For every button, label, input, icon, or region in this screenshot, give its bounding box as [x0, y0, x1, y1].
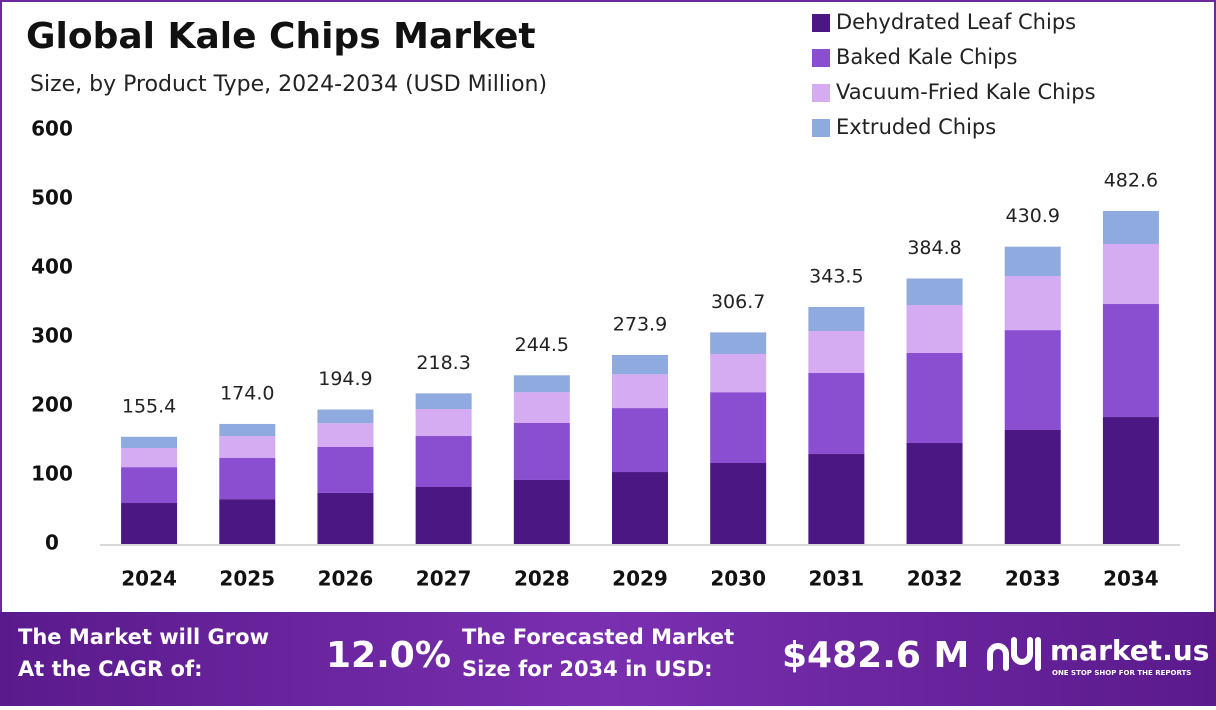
legend-label: Extruded Chips — [836, 115, 996, 139]
x-tick-label: 2026 — [318, 567, 374, 591]
bar-segment — [121, 467, 178, 504]
x-tick-label: 2029 — [612, 567, 668, 591]
bar-segment — [906, 278, 963, 305]
y-tick-label: 600 — [31, 117, 73, 141]
bar-segment — [1102, 417, 1159, 544]
bar-segment — [1004, 246, 1061, 277]
footer-text: The Forecasted Market — [462, 625, 734, 649]
x-tick-label: 2033 — [1005, 567, 1061, 591]
bar-segment — [1004, 276, 1061, 331]
bar-segment — [317, 423, 374, 447]
bar-segment — [808, 454, 865, 544]
bar-segment — [1004, 330, 1061, 431]
bar-segment — [808, 373, 865, 455]
x-tick-label: 2032 — [907, 567, 963, 591]
brand: market.us — [1050, 634, 1209, 667]
y-tick-label: 200 — [31, 393, 73, 417]
total-label: 174.0 — [220, 382, 274, 404]
bar-segment — [317, 446, 374, 493]
total-label: 244.5 — [515, 334, 569, 356]
x-tick-label: 2028 — [514, 567, 570, 591]
bar-segment — [1004, 430, 1061, 544]
total-label: 155.4 — [122, 395, 176, 417]
legend-label: Vacuum-Fried Kale Chips — [836, 80, 1096, 104]
y-tick-label: 0 — [45, 531, 59, 555]
x-tick-label: 2034 — [1103, 567, 1159, 591]
bar-segment — [219, 436, 276, 458]
bar-segment — [219, 423, 276, 437]
total-label: 194.9 — [318, 368, 372, 390]
legend-swatch — [812, 84, 830, 102]
bar-segment — [612, 355, 668, 375]
bar-segment — [710, 392, 767, 463]
footer-text: Size for 2034 in USD: — [462, 657, 713, 681]
footer: The Market will Grow At the CAGR of: 12.… — [18, 625, 1209, 681]
legend-swatch — [812, 119, 830, 137]
bar-segment — [121, 503, 178, 544]
y-tick-label: 300 — [31, 324, 73, 348]
chart-subtitle: Size, by Product Type, 2024-2034 (USD Mi… — [30, 72, 547, 97]
total-label: 482.6 — [1104, 170, 1158, 192]
total-label: 218.3 — [416, 352, 470, 374]
x-tick-label: 2027 — [416, 567, 472, 591]
legend-swatch — [812, 49, 830, 67]
bar-segment — [415, 487, 472, 544]
total-label: 273.9 — [613, 314, 667, 336]
total-label: 306.7 — [711, 291, 765, 313]
bar-segment — [906, 304, 963, 354]
total-label: 430.9 — [1006, 205, 1060, 227]
bar-segment — [513, 422, 570, 480]
bar-segment — [612, 472, 668, 544]
bar-segment — [906, 353, 963, 443]
bar-segment — [415, 393, 472, 410]
y-tick-label: 400 — [31, 255, 73, 279]
total-label: 343.5 — [809, 265, 863, 287]
bar-segment — [415, 409, 472, 437]
bar-segment — [415, 436, 472, 488]
total-label: 384.8 — [907, 237, 961, 259]
bar-segment — [121, 448, 178, 468]
legend-label: Dehydrated Leaf Chips — [836, 10, 1076, 34]
bar-segment — [1102, 211, 1159, 244]
tagline: ONE STOP SHOP FOR THE REPORTS — [1052, 669, 1191, 677]
bar-segment — [710, 462, 767, 544]
legend-swatch — [812, 14, 830, 32]
chart-title: Global Kale Chips Market — [26, 16, 536, 57]
bar-segment — [808, 330, 865, 374]
footer-value: $482.6 M — [782, 635, 969, 676]
footer-text: The Market will Grow — [18, 625, 269, 649]
bar-segment — [1102, 243, 1159, 305]
bar-segment — [513, 375, 570, 393]
y-tick-label: 100 — [31, 462, 73, 486]
bar-segment — [513, 392, 570, 423]
bar-segment — [710, 353, 767, 393]
x-tick-label: 2025 — [219, 567, 275, 591]
bar-segment — [219, 457, 276, 500]
legend-label: Baked Kale Chips — [836, 45, 1017, 69]
bar-segment — [121, 436, 178, 449]
bar-segment — [219, 499, 276, 544]
bar-segment — [906, 442, 963, 544]
bar-segment — [612, 374, 668, 409]
bar-segment — [612, 408, 668, 473]
footer-text: At the CAGR of: — [18, 657, 203, 681]
bar-segment — [710, 332, 767, 354]
bar-segment — [317, 409, 374, 424]
bar-segment — [808, 306, 865, 331]
bar-segment — [513, 479, 570, 544]
bar-segment — [1102, 304, 1159, 418]
bar-segment — [317, 492, 374, 544]
x-tick-label: 2030 — [710, 567, 766, 591]
brand-logo — [987, 637, 1041, 671]
y-tick-label: 500 — [31, 186, 73, 210]
x-tick-label: 2024 — [121, 567, 177, 591]
footer-value: 12.0% — [326, 635, 451, 676]
x-tick-label: 2031 — [809, 567, 865, 591]
